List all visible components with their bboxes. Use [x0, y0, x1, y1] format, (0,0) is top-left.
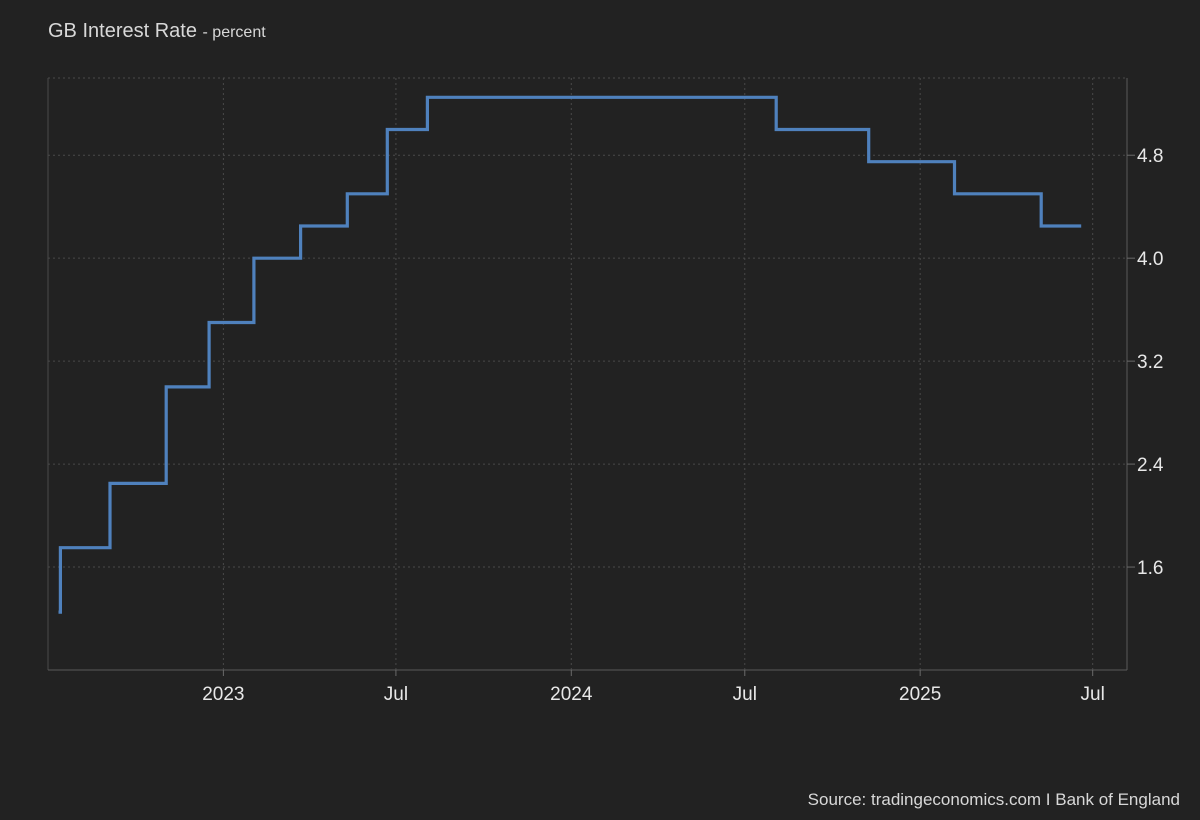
chart-unit-label: - percent [202, 24, 266, 41]
x-tick-label: 2023 [202, 684, 244, 705]
y-tick-label: 1.6 [1137, 558, 1163, 579]
x-tick-label: 2025 [899, 684, 941, 705]
series-line [58, 95, 1082, 614]
y-tick-label: 4.8 [1137, 146, 1163, 167]
x-axis-ticks: 2023 Jul 2024 Jul 2025 Jul [202, 670, 1105, 705]
series-layer [58, 95, 1082, 614]
x-tick-label: Jul [384, 684, 408, 705]
interest-rate-chart: 2023 Jul 2024 Jul 2025 Jul 1.6 2.4 3.2 4.0 4.8 [47, 77, 1164, 705]
grid-lines [48, 77, 1127, 670]
chart-title-text: GB Interest Rate [48, 20, 197, 42]
y-tick-label: 4.0 [1137, 249, 1163, 270]
x-tick-label: 2024 [550, 684, 593, 705]
x-tick-label: Jul [1081, 684, 1105, 705]
source-attribution: Source: tradingeconomics.com I Bank of E… [807, 790, 1180, 809]
x-tick-label: Jul [733, 684, 757, 705]
y-tick-label: 2.4 [1137, 455, 1164, 476]
axes [47, 78, 1128, 671]
y-axis-ticks: 1.6 2.4 3.2 4.0 4.8 [1127, 146, 1164, 579]
chart-title: GB Interest Rate - percent [48, 20, 266, 43]
y-tick-label: 3.2 [1137, 352, 1163, 373]
